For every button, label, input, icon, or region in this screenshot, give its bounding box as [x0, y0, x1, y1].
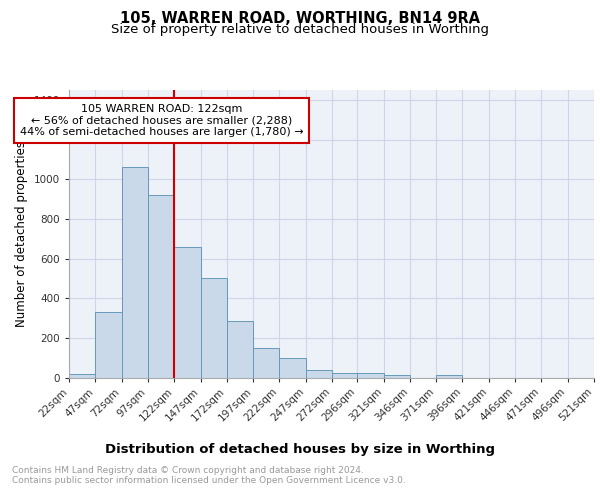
- Text: Distribution of detached houses by size in Worthing: Distribution of detached houses by size …: [105, 442, 495, 456]
- Bar: [280, 358, 306, 378]
- Bar: [122, 168, 148, 378]
- Y-axis label: Number of detached properties: Number of detached properties: [15, 141, 28, 327]
- Bar: [95, 312, 122, 378]
- Bar: [200, 278, 227, 378]
- Bar: [306, 370, 332, 378]
- Bar: [357, 373, 383, 378]
- Text: 105 WARREN ROAD: 122sqm
← 56% of detached houses are smaller (2,288)
44% of semi: 105 WARREN ROAD: 122sqm ← 56% of detache…: [20, 104, 304, 137]
- Text: Contains HM Land Registry data © Crown copyright and database right 2024.
Contai: Contains HM Land Registry data © Crown c…: [12, 466, 406, 485]
- Bar: [436, 375, 463, 378]
- Bar: [332, 372, 358, 378]
- Bar: [148, 195, 174, 378]
- Text: 105, WARREN ROAD, WORTHING, BN14 9RA: 105, WARREN ROAD, WORTHING, BN14 9RA: [120, 11, 480, 26]
- Bar: [174, 246, 200, 378]
- Bar: [253, 348, 280, 378]
- Bar: [227, 321, 253, 378]
- Text: Size of property relative to detached houses in Worthing: Size of property relative to detached ho…: [111, 22, 489, 36]
- Bar: [69, 374, 95, 378]
- Bar: [383, 375, 410, 378]
